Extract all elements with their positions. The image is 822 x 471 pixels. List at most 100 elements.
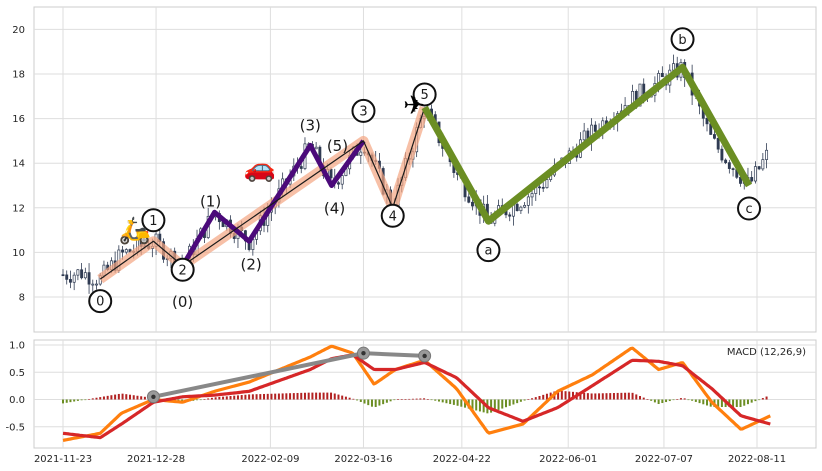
histogram-bar xyxy=(91,398,94,400)
histogram-bar xyxy=(382,399,385,405)
histogram-bar xyxy=(218,396,221,400)
sub-wave-label: (2) xyxy=(241,255,262,273)
histogram-bar xyxy=(251,394,254,400)
histogram-bar xyxy=(635,394,638,400)
price-y-tick-label: 14 xyxy=(12,159,25,170)
histogram-bar xyxy=(761,398,764,400)
histogram-bar xyxy=(408,398,411,400)
correction-label: b xyxy=(678,33,686,48)
histogram-bar xyxy=(564,391,567,400)
price-y-tick-label: 10 xyxy=(12,248,25,259)
candle-body xyxy=(672,63,675,71)
histogram-bar xyxy=(441,399,444,403)
histogram-bar xyxy=(337,394,340,400)
impulse-label: 4 xyxy=(389,209,397,224)
candle-body xyxy=(541,186,545,189)
price-y-tick-label: 16 xyxy=(12,114,25,125)
histogram-bar xyxy=(590,393,593,400)
histogram-bar xyxy=(653,399,656,403)
histogram-bar xyxy=(497,399,500,410)
x-tick-label: 2021-11-23 xyxy=(34,454,92,465)
candle-body xyxy=(765,149,769,160)
candle-body xyxy=(337,182,340,185)
histogram-bar xyxy=(523,399,526,401)
histogram-bar xyxy=(423,398,426,400)
histogram-bar xyxy=(296,392,299,400)
histogram-bar xyxy=(270,393,273,400)
sub-wave-label: (1) xyxy=(200,192,221,210)
candle-body xyxy=(705,117,709,125)
x-tick-label: 2022-07-07 xyxy=(635,454,693,465)
candle-body xyxy=(713,134,716,139)
histogram-bar xyxy=(650,399,653,401)
candle-body xyxy=(359,151,363,156)
impulse-label: 2 xyxy=(179,263,187,278)
histogram-bar xyxy=(694,399,697,402)
impulse-label-circle xyxy=(88,289,113,314)
histogram-bar xyxy=(244,394,247,400)
candle-body xyxy=(519,206,523,212)
sub-impulse-wave-line xyxy=(180,139,366,268)
histogram-bar xyxy=(598,393,601,400)
macd-y-tick-label: 1.0 xyxy=(9,341,25,352)
price-panel: 8101214161820012345abc(0)(1)(2)(3)(4)(5)… xyxy=(12,6,817,333)
histogram-bar xyxy=(266,393,269,400)
histogram-bar xyxy=(102,396,105,400)
histogram-bar xyxy=(114,394,117,400)
x-tick-label: 2022-08-11 xyxy=(728,454,786,465)
histogram-bar xyxy=(519,399,522,402)
histogram-bar xyxy=(542,394,545,400)
correction-label: c xyxy=(745,202,752,217)
price-y-tick-label: 12 xyxy=(12,203,25,214)
histogram-bar xyxy=(456,399,459,406)
histogram-bar xyxy=(110,395,113,400)
impulse-wave-line xyxy=(99,107,426,280)
x-tick-label: 2022-04-22 xyxy=(433,454,491,465)
histogram-bar xyxy=(538,395,541,400)
histogram-bar xyxy=(330,392,333,400)
histogram-bar xyxy=(560,390,563,400)
macd-panel: 2021-11-23 2021-12-28 2022-02-09 2022-03-16… xyxy=(5,339,817,465)
histogram-bar xyxy=(739,399,742,407)
histogram-bar xyxy=(452,399,455,405)
candle-body xyxy=(80,269,84,279)
histogram-bar xyxy=(471,399,474,410)
candle-body xyxy=(87,272,91,285)
candle-body xyxy=(761,159,765,170)
candle-body xyxy=(720,148,724,161)
sub-wave-label: (5) xyxy=(327,137,348,155)
histogram-bar xyxy=(646,399,649,400)
candle-body xyxy=(508,214,512,217)
histogram-bar xyxy=(490,399,493,413)
impulse-label-circle xyxy=(170,257,195,282)
histogram-bar xyxy=(665,399,668,403)
histogram-bar xyxy=(374,399,377,407)
histogram-bar xyxy=(460,399,463,407)
histogram-bar xyxy=(586,393,589,400)
histogram-bar xyxy=(69,399,72,403)
candle-body xyxy=(526,196,530,206)
histogram-bar xyxy=(385,399,388,403)
histogram-bar xyxy=(132,395,135,400)
histogram-bar xyxy=(318,392,321,400)
histogram-bar xyxy=(289,393,292,400)
histogram-bar xyxy=(676,399,679,400)
histogram-bar xyxy=(545,393,548,400)
histogram-bar xyxy=(449,399,452,405)
histogram-bar xyxy=(400,399,403,400)
histogram-bar xyxy=(639,396,642,400)
impulse-label: 1 xyxy=(149,214,157,229)
histogram-bar xyxy=(478,399,481,412)
x-tick-label: 2022-03-16 xyxy=(334,454,392,465)
correction-wave-line xyxy=(421,63,753,225)
candle-body xyxy=(538,186,541,189)
histogram-bar xyxy=(426,399,429,400)
histogram-bar xyxy=(229,396,232,400)
histogram-bar xyxy=(754,399,757,402)
histogram-bar xyxy=(263,393,266,400)
histogram-bar xyxy=(225,396,228,400)
histogram-bar xyxy=(307,392,310,400)
histogram-bar xyxy=(292,393,295,400)
candle-body xyxy=(593,124,597,132)
candle-body xyxy=(95,283,98,286)
